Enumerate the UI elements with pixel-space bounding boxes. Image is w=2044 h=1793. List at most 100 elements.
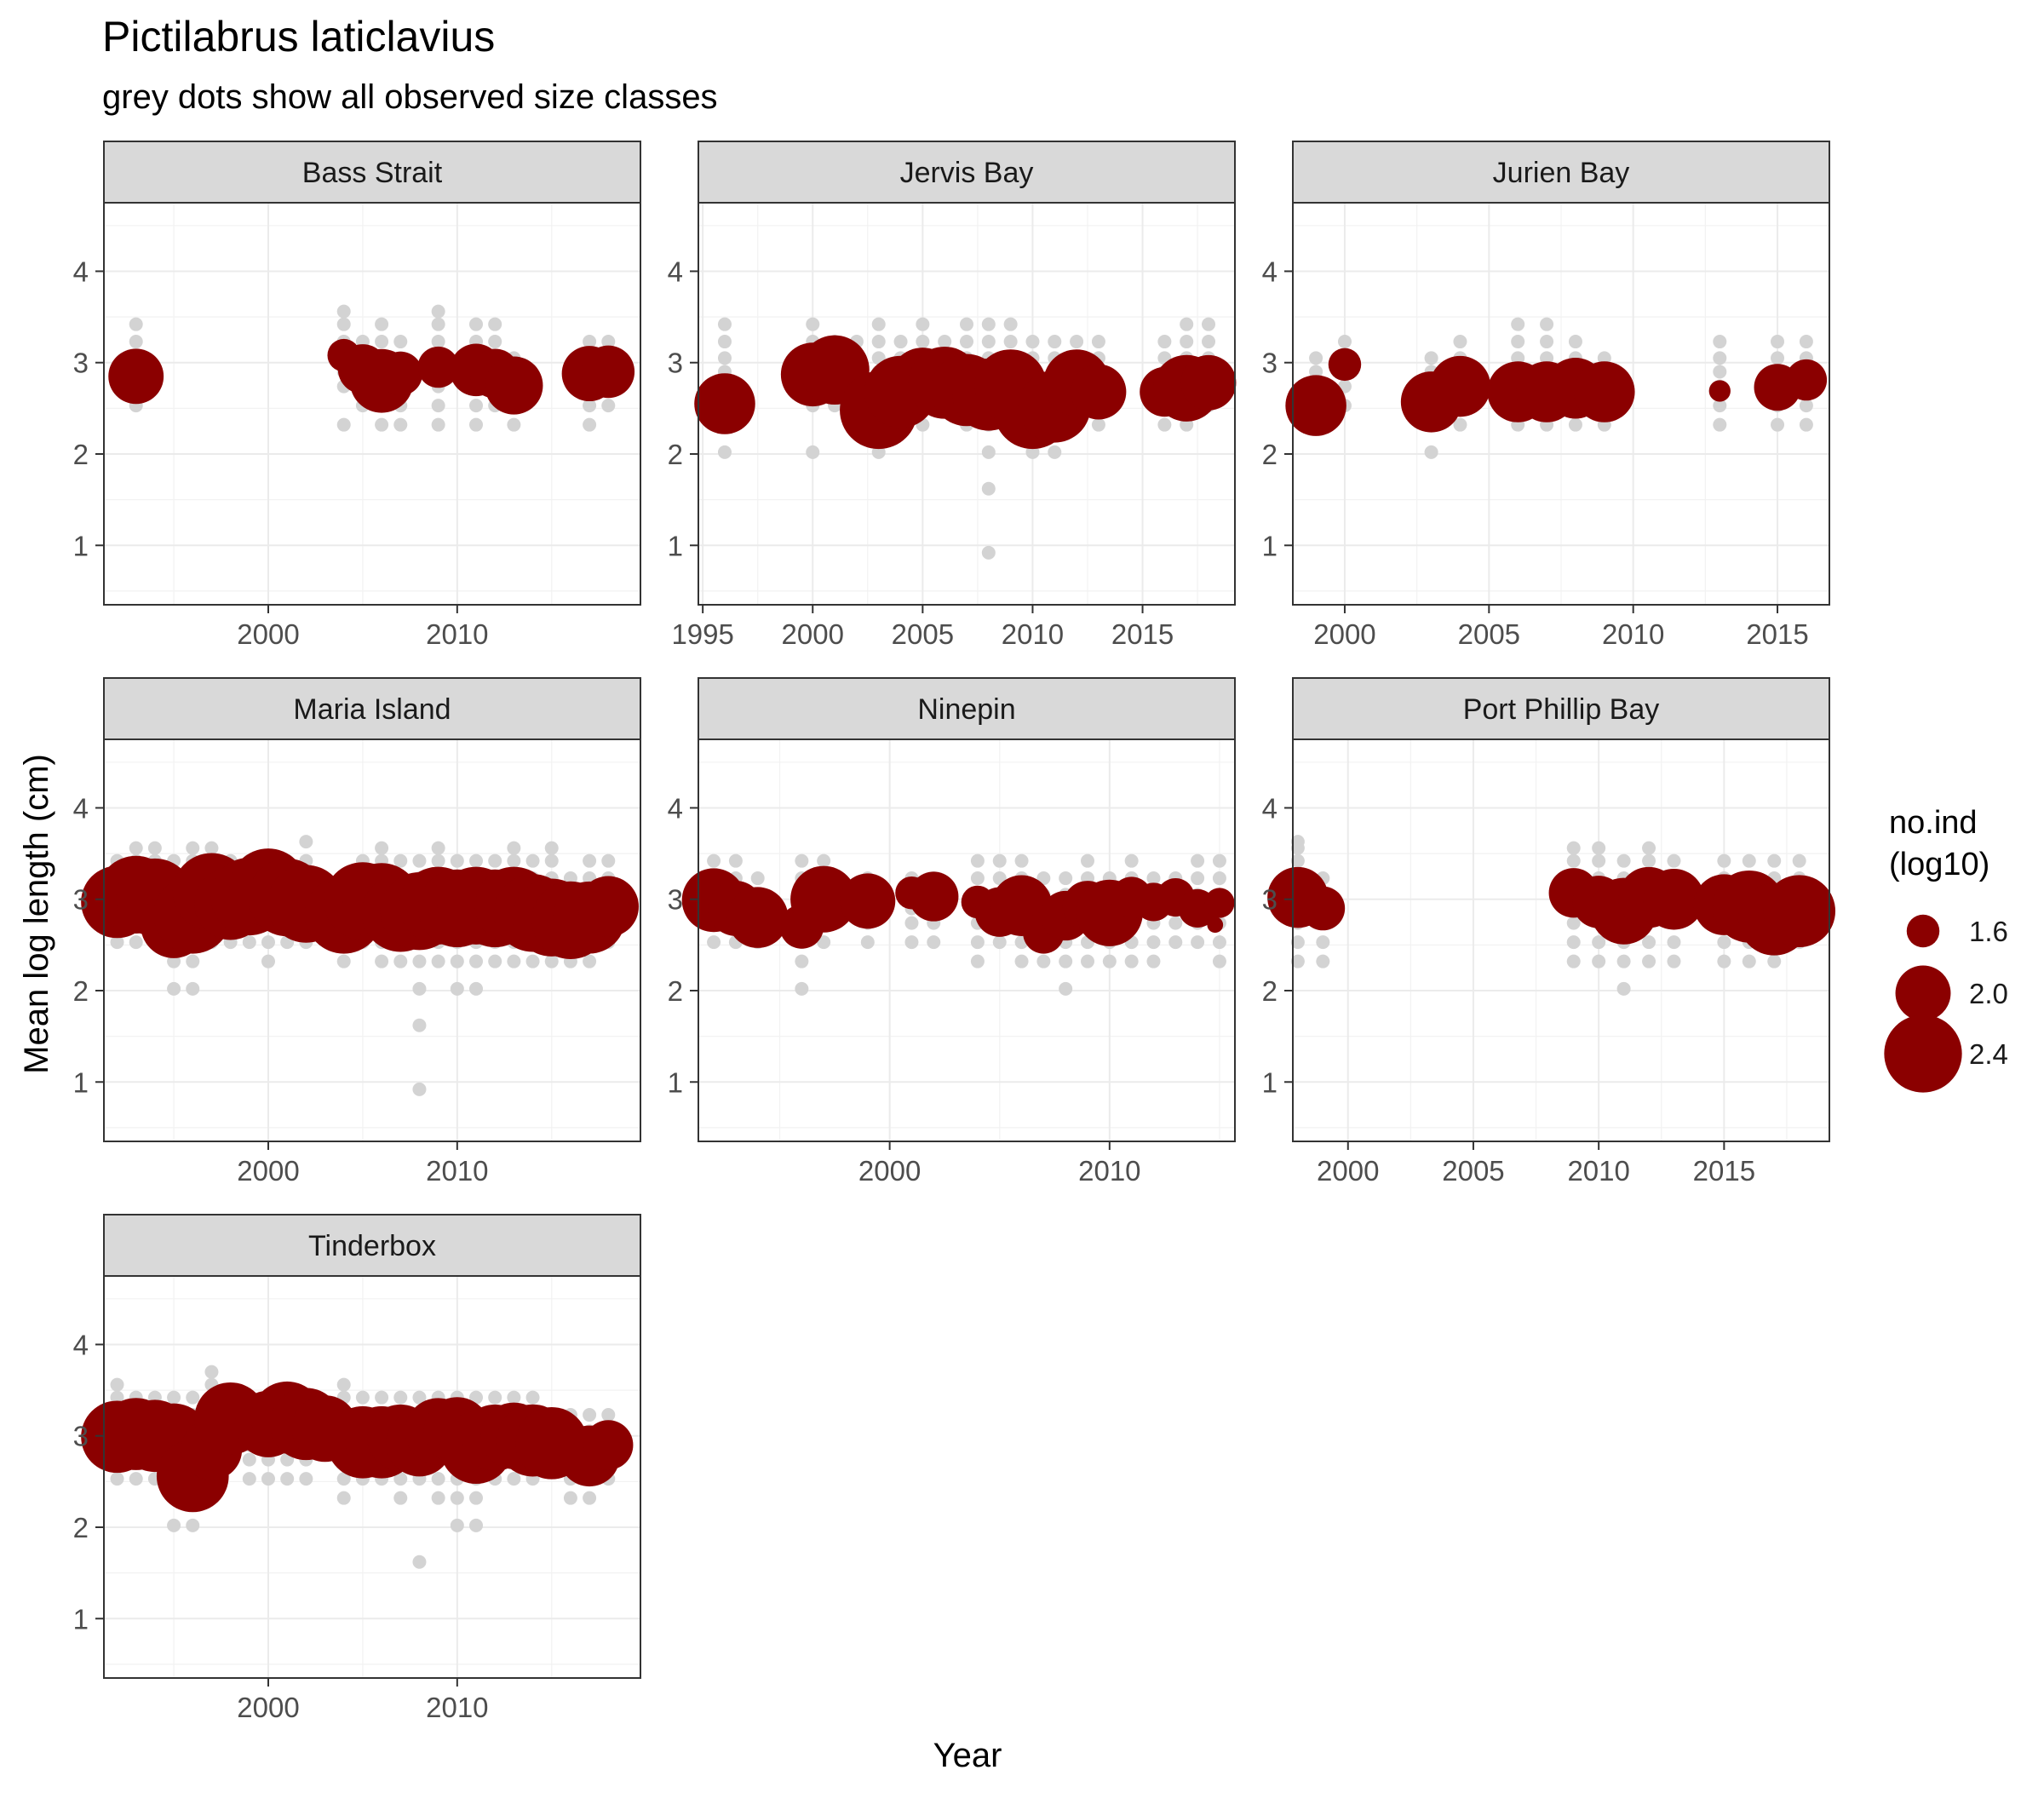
observed-point <box>336 317 351 331</box>
mean-points <box>108 338 635 415</box>
observed-point <box>1511 335 1525 349</box>
facet-label: Port Phillip Bay <box>1463 693 1660 726</box>
observed-point <box>186 1390 200 1405</box>
mean-point <box>1429 355 1491 417</box>
observed-point <box>261 1472 275 1486</box>
observed-point <box>544 841 559 855</box>
observed-point <box>336 1377 351 1392</box>
y-tick-label: 2 <box>668 439 683 470</box>
observed-point <box>393 335 408 349</box>
observed-point <box>507 853 521 868</box>
mean-point <box>1204 888 1235 918</box>
observed-point <box>717 335 732 349</box>
observed-point <box>1191 853 1205 868</box>
observed-point <box>110 1377 124 1392</box>
observed-point <box>167 981 181 996</box>
observed-point <box>1566 954 1581 968</box>
observed-point <box>1453 335 1467 349</box>
observed-point <box>893 335 908 349</box>
mean-point <box>1300 886 1346 931</box>
legend-title-line-2: (log10) <box>1889 847 1989 882</box>
observed-point <box>488 317 502 331</box>
observed-point <box>795 853 809 868</box>
y-tick-label: 3 <box>73 348 89 379</box>
x-tick-label: 2010 <box>1567 1155 1629 1187</box>
observed-point <box>970 871 985 886</box>
observed-point <box>431 853 445 868</box>
x-tick-label: 2000 <box>237 1692 299 1723</box>
observed-point <box>1081 954 1095 968</box>
observed-point <box>1540 317 1554 331</box>
observed-point <box>507 417 521 432</box>
mean-point <box>1785 359 1828 401</box>
observed-point <box>431 335 445 349</box>
mean-point <box>577 876 640 938</box>
mean-point <box>108 348 164 405</box>
observed-point <box>469 981 484 996</box>
observed-point <box>469 317 484 331</box>
y-tick-label: 1 <box>73 1066 89 1098</box>
observed-point <box>1642 853 1656 868</box>
chart-title: Pictilabrus laticlavius <box>102 13 495 60</box>
mean-point <box>726 887 789 948</box>
observed-point <box>412 954 427 968</box>
observed-point <box>750 871 765 886</box>
observed-point <box>707 935 721 950</box>
y-tick-label: 3 <box>668 884 683 916</box>
observed-point <box>412 1390 427 1405</box>
observed-point <box>1003 335 1018 349</box>
observed-point <box>1616 954 1631 968</box>
observed-point <box>261 954 275 968</box>
observed-point <box>871 335 886 349</box>
observed-point <box>1799 335 1813 349</box>
observed-point <box>1771 335 1785 349</box>
x-tick-label: 2015 <box>1111 618 1174 650</box>
facet-label: Tinderbox <box>308 1230 436 1262</box>
mean-points <box>1267 866 1836 956</box>
panel-border <box>103 738 641 1142</box>
observed-point <box>1048 335 1062 349</box>
observed-point <box>1337 335 1352 349</box>
observed-point <box>525 853 540 868</box>
panel-border <box>103 202 641 606</box>
observed-point <box>806 317 820 331</box>
observed-point <box>960 335 973 349</box>
observed-point <box>1717 954 1731 968</box>
observed-point <box>1212 935 1226 950</box>
observed-point <box>904 916 919 930</box>
x-tick-label: 2010 <box>426 1692 488 1723</box>
y-tick-label: 2 <box>73 1512 89 1543</box>
observed-point <box>393 417 408 432</box>
observed-point <box>1180 417 1194 432</box>
legend-symbol <box>1906 914 1940 948</box>
observed-point <box>1124 853 1139 868</box>
mean-point <box>1328 348 1362 382</box>
observed-point <box>204 841 219 855</box>
observed-point <box>1424 445 1438 459</box>
observed-point <box>904 935 919 950</box>
observed-point <box>1642 954 1656 968</box>
y-axis: 1 2 3 4 <box>1262 256 1293 561</box>
observed-point <box>1309 351 1323 365</box>
observed-point <box>992 935 1007 950</box>
observed-point <box>1568 417 1582 432</box>
facet-strip <box>698 141 1236 204</box>
mean-point <box>583 1420 634 1470</box>
observed-point <box>507 954 521 968</box>
observed-point <box>412 981 427 996</box>
observed-point <box>1566 853 1581 868</box>
panel-port-phillip-bay: Port Phillip Bay 1 2 3 4 2000 2005 2010 2015 <box>1262 677 1836 1187</box>
observed-point <box>1424 351 1438 365</box>
observed-point <box>1717 853 1731 868</box>
observed-point <box>431 1472 445 1486</box>
observed-point <box>981 335 996 349</box>
facet-strip <box>103 677 641 740</box>
x-axis: 2000 2010 <box>858 1141 1141 1187</box>
x-tick-label: 2000 <box>1313 618 1375 650</box>
observed-point <box>469 853 484 868</box>
x-tick-label: 2005 <box>892 618 954 650</box>
observed-point <box>817 935 831 950</box>
observed-point <box>431 304 445 319</box>
observed-point <box>469 954 484 968</box>
observed-point <box>601 1408 616 1422</box>
